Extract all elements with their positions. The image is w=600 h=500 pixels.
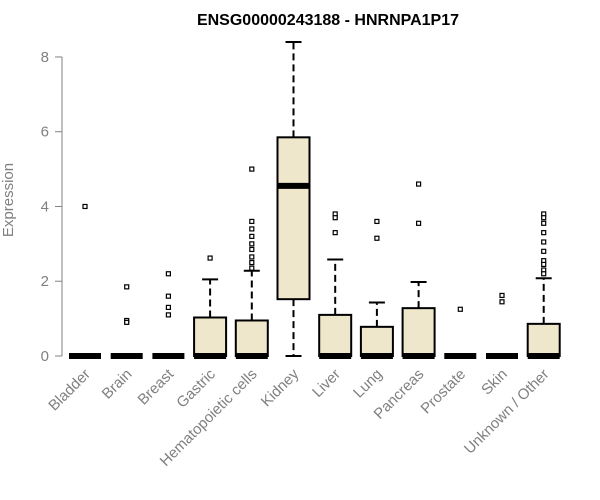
x-tick-label: Skin bbox=[478, 366, 511, 399]
y-tick-label: 4 bbox=[41, 198, 49, 215]
outlier-point bbox=[541, 230, 547, 236]
iqr-box bbox=[276, 136, 311, 301]
outlier-point bbox=[541, 215, 547, 221]
y-tick-label: 2 bbox=[41, 273, 49, 290]
y-tick-label: 6 bbox=[41, 124, 49, 141]
box-group bbox=[69, 203, 101, 359]
outlier-point bbox=[124, 319, 130, 325]
y-tick-label: 8 bbox=[41, 49, 49, 66]
outlier-point bbox=[82, 203, 88, 210]
boxes bbox=[69, 41, 561, 359]
box-group bbox=[152, 271, 185, 359]
box-group bbox=[276, 41, 311, 357]
outlier-point bbox=[165, 312, 171, 318]
outlier-point bbox=[374, 218, 380, 225]
outlier-point bbox=[249, 166, 255, 172]
outlier-point bbox=[249, 233, 255, 239]
iqr-box bbox=[526, 322, 561, 358]
iqr-box bbox=[193, 316, 228, 357]
iqr-box bbox=[401, 307, 436, 357]
outlier-point bbox=[457, 306, 463, 312]
x-tick-label: Liver bbox=[309, 366, 344, 401]
outlier-point bbox=[499, 299, 505, 305]
box-group bbox=[110, 284, 143, 359]
box-group bbox=[359, 218, 394, 359]
outlier-point bbox=[332, 215, 338, 221]
box-group bbox=[193, 255, 228, 359]
outlier-point bbox=[541, 271, 547, 277]
y-tick-label: 0 bbox=[41, 348, 49, 365]
outlier-point bbox=[541, 220, 547, 226]
outlier-point bbox=[499, 292, 505, 299]
outlier-point bbox=[332, 230, 338, 236]
outlier-point bbox=[541, 261, 547, 268]
outlier-point bbox=[124, 284, 130, 290]
box-group bbox=[526, 211, 561, 359]
box-group bbox=[486, 292, 518, 359]
x-tick-label: Bladder bbox=[45, 366, 94, 415]
outlier-point bbox=[165, 293, 171, 299]
outlier-point bbox=[207, 255, 213, 261]
outlier-point bbox=[416, 181, 422, 187]
outlier-point bbox=[165, 304, 171, 311]
outlier-point bbox=[249, 265, 255, 271]
iqr-box bbox=[234, 319, 269, 358]
y-axis: 0 2 4 6 8 bbox=[41, 49, 63, 365]
box-group bbox=[444, 306, 477, 359]
outlier-point bbox=[374, 235, 380, 241]
outlier-point bbox=[541, 248, 547, 254]
iqr-box bbox=[359, 325, 394, 358]
x-tick-label: Prostate bbox=[418, 366, 470, 418]
x-tick-label: Kidney bbox=[258, 365, 303, 410]
outlier-point bbox=[249, 241, 255, 247]
box-group bbox=[234, 166, 269, 359]
outlier-point bbox=[249, 246, 255, 253]
y-axis-label: Expression bbox=[0, 163, 17, 237]
outlier-point bbox=[165, 271, 171, 277]
x-tick-label: Breast bbox=[135, 365, 178, 408]
box-group bbox=[318, 211, 353, 359]
iqr-box bbox=[318, 313, 353, 357]
outlier-point bbox=[541, 239, 547, 245]
outlier-point bbox=[249, 259, 255, 266]
outlier-point bbox=[416, 220, 422, 226]
outlier-point bbox=[249, 226, 255, 232]
x-tick-label: Brain bbox=[99, 366, 136, 403]
outlier-point bbox=[249, 218, 255, 225]
outlier-point bbox=[249, 254, 255, 260]
x-tick-label: Lung bbox=[350, 366, 386, 402]
box-group bbox=[401, 181, 436, 359]
chart-title: ENSG00000243188 - HNRNPA1P17 bbox=[197, 12, 459, 29]
